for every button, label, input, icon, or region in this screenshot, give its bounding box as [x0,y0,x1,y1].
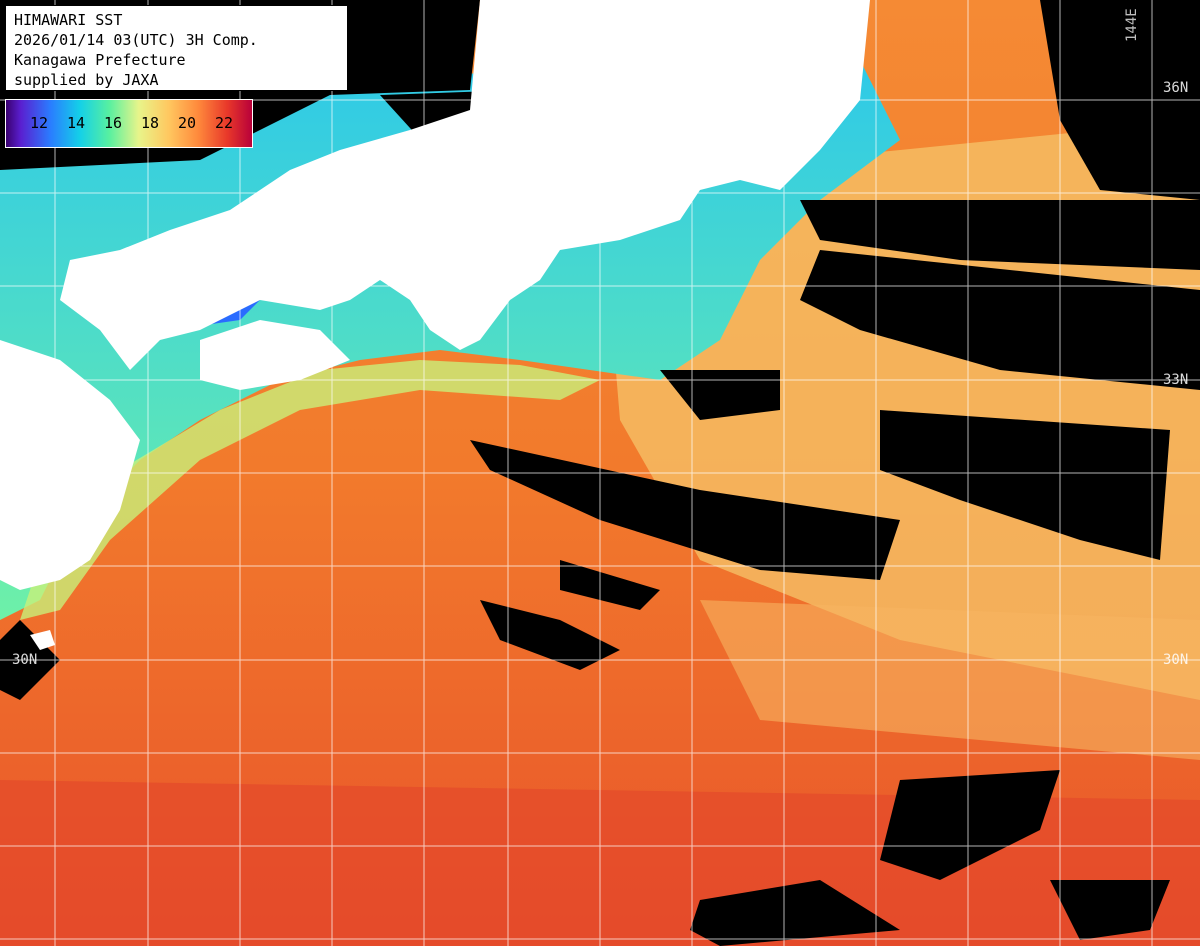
cloud-south-east-3 [1050,880,1170,940]
cloud-east-band-1 [800,200,1200,270]
cloud-center-streak-3 [480,600,620,670]
cloud-south-east-1 [880,770,1060,880]
scale-tick: 16 [104,114,123,132]
title-line-datetime: 2026/01/14 03(UTC) 3H Comp. [14,31,258,49]
land-honshu [60,0,870,370]
lon-label-144e: 144E [1124,8,1140,42]
title-line-product: HIMAWARI SST [14,11,123,29]
cloud-center-streak-1 [470,440,900,580]
lon-label-136e: 136E [484,6,500,40]
cloud-south-east-2 [690,880,900,946]
title-line-source: supplied by JAXA [14,71,159,89]
yellow-green-shelf [20,360,600,620]
lat-label-36n: 36N [1163,80,1189,96]
land-small-island [30,630,55,650]
title-line-publisher: Kanagawa Prefecture [14,51,186,69]
lat-label-30n-west: 30N [12,652,38,668]
scale-tick: 22 [215,114,234,132]
lat-label-33n-west: 33N [10,372,36,388]
scale-tick: 18 [141,114,160,132]
lat-label-33n: 33N [1163,372,1189,388]
scale-tick-labels: 12 14 16 18 20 22 [6,114,252,132]
land-kyushu [0,340,140,590]
cloud-center-streak-2 [560,560,660,610]
pale-water-south-east [700,600,1200,760]
scale-tick: 14 [67,114,86,132]
scale-tick: 20 [178,114,197,132]
land-shikoku [200,320,350,390]
cloud-coast-patch [660,370,780,420]
title-box: HIMAWARI SST 2026/01/14 03(UTC) 3H Comp.… [5,5,348,91]
scale-tick: 12 [30,114,49,132]
temperature-color-scale: 12 14 16 18 20 22 [5,99,253,148]
cloud-east-band-3 [880,410,1170,560]
lat-label-30n: 30N [1163,652,1189,668]
cloud-east-band-2 [800,250,1200,390]
